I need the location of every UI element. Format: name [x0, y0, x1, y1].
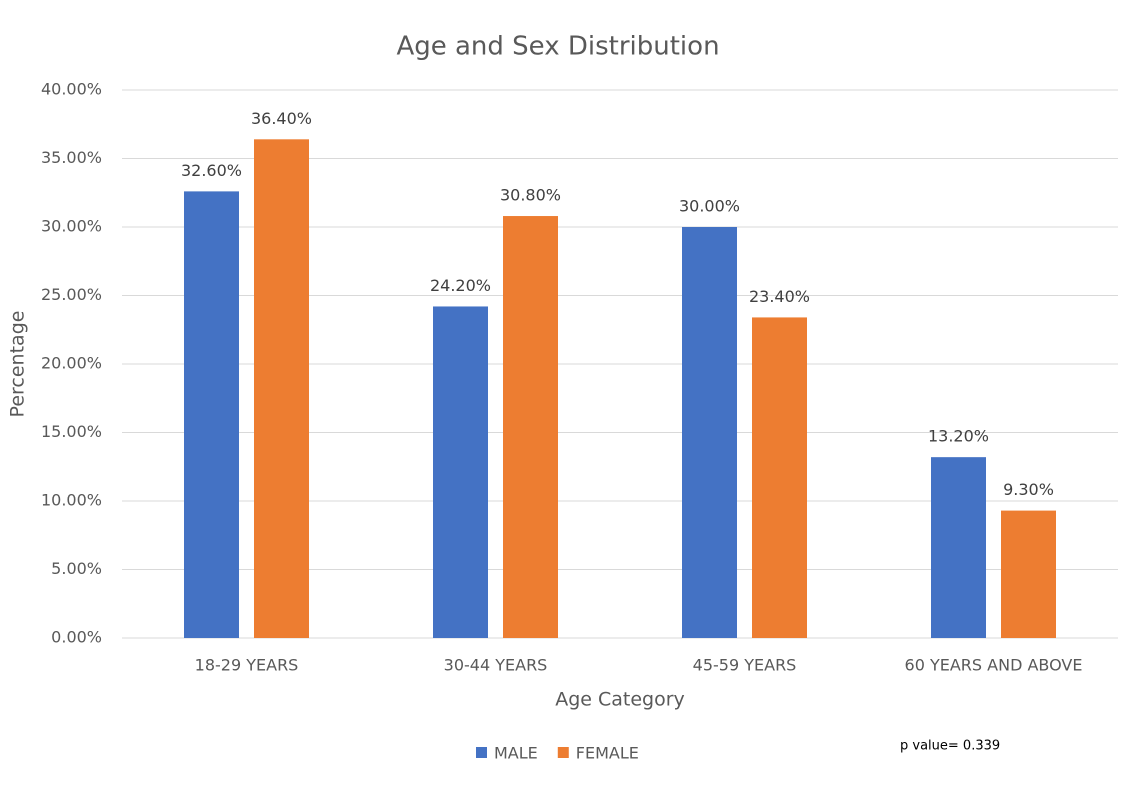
legend-swatch [557, 747, 569, 758]
y-tick-label: 40.00% [41, 80, 102, 99]
chart-title: Age and Sex Distribution [396, 32, 719, 62]
x-tick-label: 30-44 YEARS [444, 656, 548, 675]
y-tick-label: 5.00% [51, 559, 102, 578]
y-tick-label: 35.00% [41, 148, 102, 167]
bar [254, 139, 309, 638]
data-label: 24.20% [430, 276, 491, 295]
data-label: 13.20% [928, 427, 989, 446]
bar [1001, 510, 1056, 638]
y-tick-label: 20.00% [41, 354, 102, 373]
annotation: p value= 0.339 [900, 739, 1000, 754]
bar [931, 457, 986, 638]
bar [433, 306, 488, 638]
x-tick-label: 45-59 YEARS [693, 656, 797, 675]
x-tick-label: 18-29 YEARS [195, 656, 299, 675]
data-label: 23.40% [749, 287, 810, 306]
y-tick-label: 25.00% [41, 285, 102, 304]
data-label: 30.00% [679, 197, 740, 216]
y-tick-label: 10.00% [41, 491, 102, 510]
bar [752, 317, 807, 638]
bar [503, 216, 558, 639]
y-axis-label: Percentage [7, 311, 29, 418]
data-label: 32.60% [181, 161, 242, 180]
y-tick-label: 0.00% [51, 628, 102, 647]
data-label: 9.30% [1003, 480, 1054, 499]
legend-label: MALE [494, 744, 538, 763]
legend-swatch [476, 747, 487, 758]
x-axis-label: Age Category [555, 689, 685, 711]
y-tick-label: 30.00% [41, 217, 102, 236]
y-tick-label: 15.00% [41, 422, 102, 441]
bar [184, 191, 239, 638]
data-label: 30.80% [500, 186, 561, 205]
legend-label: FEMALE [576, 744, 639, 763]
data-label: 36.40% [251, 109, 312, 128]
x-tick-label: 60 YEARS AND ABOVE [905, 656, 1083, 675]
bar [682, 227, 737, 638]
